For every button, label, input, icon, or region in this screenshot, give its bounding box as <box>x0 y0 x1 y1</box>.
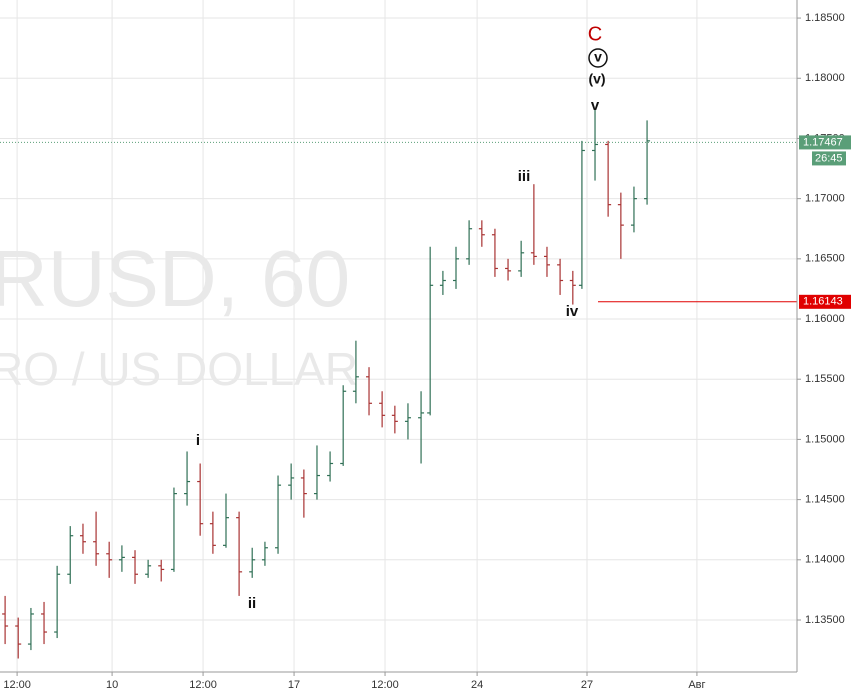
wave-label: iii <box>518 168 531 185</box>
x-tick-label: 12:00 <box>3 679 31 691</box>
x-tick-label: 12:00 <box>189 679 217 691</box>
wave-label: i <box>196 432 200 449</box>
y-tick-label: 1.16500 <box>805 253 845 265</box>
wave-label: ii <box>248 595 256 612</box>
timer-label: 26:45 <box>815 152 843 164</box>
x-tick-label: 24 <box>471 679 483 691</box>
price-label: 1.16143 <box>803 296 843 308</box>
y-tick-label: 1.17000 <box>805 193 845 205</box>
x-tick-label: 10 <box>106 679 118 691</box>
y-tick-label: 1.18500 <box>805 12 845 24</box>
wave-label: (v) <box>588 71 605 87</box>
wave-circle <box>588 48 608 68</box>
x-tick-label: 17 <box>288 679 300 691</box>
wave-label: v <box>591 97 600 114</box>
x-tick-label: 12:00 <box>371 679 399 691</box>
wave-label: C <box>588 23 602 45</box>
watermark-description: RO / US DOLLAR <box>0 343 358 395</box>
grid <box>0 0 797 672</box>
price-label: 1.17467 <box>803 136 843 148</box>
price-label-box <box>799 135 851 150</box>
y-tick-label: 1.16000 <box>805 313 845 325</box>
x-tick-label: Авг <box>688 679 705 691</box>
x-tick-label: 27 <box>581 679 593 691</box>
axes: 1.13500 1.14000 1.14500 1.15000 1.15500 1.160… <box>3 12 851 691</box>
y-tick-label: 1.15000 <box>805 433 845 445</box>
wave-label: v <box>594 49 602 65</box>
timer-box <box>812 151 846 166</box>
wave-label: iv <box>566 303 579 320</box>
price-label-box <box>799 294 851 309</box>
y-tick-label: 1.18000 <box>805 72 845 84</box>
watermark-symbol: RUSD, 60 <box>0 234 350 323</box>
y-tick-label: 1.14500 <box>805 494 845 506</box>
y-tick-label: 1.14000 <box>805 554 845 566</box>
y-tick-label: 1.15500 <box>805 373 845 385</box>
y-tick-label: 1.13500 <box>805 614 845 626</box>
